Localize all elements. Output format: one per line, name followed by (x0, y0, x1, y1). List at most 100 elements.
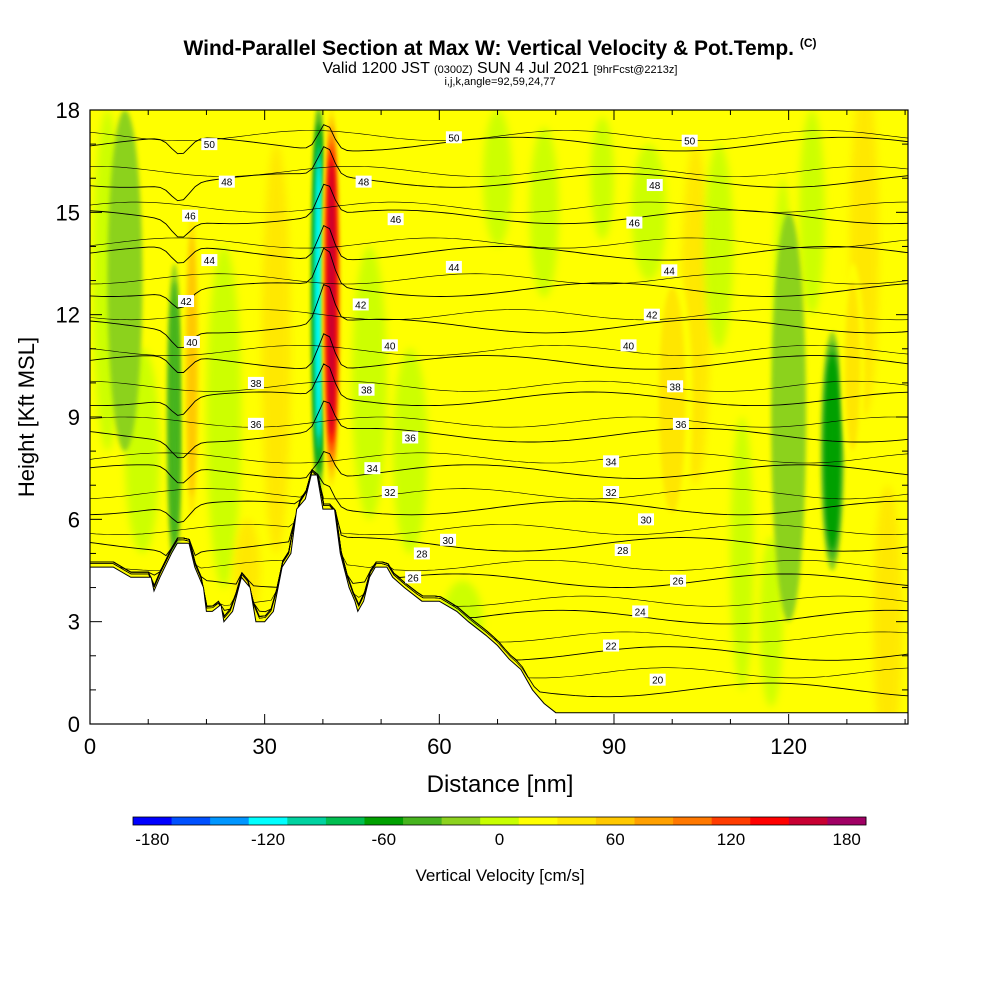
theta-contour-32 (90, 451, 908, 484)
theta-label-bg-20 (667, 380, 684, 393)
colorbar-swatch-7 (403, 817, 443, 825)
theta-label-bg-3 (218, 175, 235, 188)
theta-label-12: 42 (178, 295, 195, 308)
theta-label-bg-27 (603, 486, 620, 499)
colorbar-swatch-17 (788, 817, 828, 825)
theta-isoline-5 (90, 471, 908, 500)
theta-label-bg-14 (643, 308, 660, 321)
y-tick-label-5: 15 (56, 200, 80, 225)
theta-label-bg-0 (201, 138, 218, 151)
theta-contour-40 (90, 283, 908, 349)
colorbar-swatch-14 (673, 817, 713, 825)
theta-contour-26 (90, 469, 908, 589)
theta-isoline-7 (90, 416, 908, 428)
utc-time: (0300Z) (434, 64, 473, 76)
theta-label-text-1: 50 (448, 133, 460, 144)
theta-isoline-11 (90, 273, 908, 285)
theta-label-text-0: 50 (204, 140, 216, 151)
y-axis-label: Height [Kft MSL] (14, 337, 39, 497)
theta-label-bg-24 (364, 462, 381, 475)
theta-label-text-35: 22 (606, 642, 618, 653)
theta-label-bg-10 (445, 260, 462, 273)
colorbar-tick-label-2: -60 (371, 830, 396, 849)
colorbar-tick-label-6: 180 (833, 830, 861, 849)
theta-contour-50 (90, 124, 908, 155)
theta-label-bg-9 (201, 254, 218, 267)
theta-label-bg-4 (355, 175, 372, 188)
theta-label-bg-26 (381, 486, 398, 499)
theta-label-text-31: 28 (617, 546, 629, 557)
theta-isoline-2 (90, 471, 908, 607)
colorbar-swatch-3 (248, 817, 288, 825)
theta-contour-24 (90, 469, 908, 625)
theta-label-27: 32 (603, 486, 620, 499)
theta-label-bg-2 (681, 134, 698, 147)
mottle-patch-16 (873, 485, 903, 724)
theta-label-bg-21 (247, 417, 264, 430)
plot-area: 50 50 50 48 48 48 46 46 46 44 44 44 42 42 42 40 40 40 38 38… (90, 110, 908, 724)
theta-label-16: 40 (381, 339, 398, 352)
colorbar-swatch-0 (133, 817, 173, 825)
colorbar-swatch-10 (518, 817, 558, 825)
chart-title: Wind-Parallel Section at Max W: Vertical… (0, 36, 1000, 61)
theta-label-text-7: 46 (390, 215, 402, 226)
theta-label-8: 46 (626, 216, 643, 230)
velocity-cells (107, 110, 865, 622)
colorbar-frame (132, 816, 867, 826)
theta-label-text-21: 36 (250, 420, 262, 431)
theta-label-bg-33 (670, 574, 687, 587)
theta-isoline-8 (90, 380, 908, 392)
mottle-patch-9 (631, 144, 667, 281)
theta-label-18: 38 (247, 376, 264, 390)
colorbar: -180 -120 -60 0 60 120 180 (132, 816, 867, 849)
theta-isoline-13 (90, 201, 908, 213)
theta-label-text-6: 46 (185, 212, 197, 223)
x-tick-label-2: 60 (427, 734, 451, 759)
theta-label-text-5: 48 (649, 181, 661, 192)
theta-label-text-24: 34 (367, 464, 379, 475)
valid-time: Valid 1200 JST (322, 60, 430, 77)
theta-label-text-12: 42 (181, 297, 193, 308)
theta-label-bg-11 (661, 264, 678, 277)
theta-label-11: 44 (661, 264, 678, 277)
theta-label-text-27: 32 (606, 488, 618, 499)
theta-label-20: 38 (667, 380, 684, 393)
colorbar-swatch-4 (287, 817, 327, 825)
theta-label-28: 30 (440, 533, 457, 547)
theta-isoline-6 (90, 452, 908, 464)
terrain-mask (90, 474, 908, 724)
theta-label-0: 50 (201, 138, 218, 151)
theta-label-17: 40 (620, 339, 637, 352)
theta-contour-labels: 50 50 50 48 48 48 46 46 46 44 44 44 42 42 42 40 40 40 38 38… (178, 131, 698, 687)
theta-label-bg-19 (358, 383, 375, 396)
theta-label-7: 46 (387, 213, 404, 226)
theta-label-text-2: 50 (684, 137, 696, 148)
downdraft-1-band-2 (170, 299, 179, 535)
chart-title-main: Wind-Parallel Section at Max W: Vertical… (183, 37, 794, 60)
theta-label-25: 34 (603, 455, 620, 468)
theta-label-text-34: 24 (635, 607, 647, 618)
theta-label-text-13: 42 (355, 300, 367, 311)
colorbar-swatch-15 (711, 817, 751, 825)
theta-contour-36 (90, 363, 908, 416)
theta-label-31: 28 (614, 544, 631, 557)
y-tick-label-6: 18 (56, 98, 80, 123)
valid-date: SUN 4 Jul 2021 (477, 60, 590, 77)
colorbar-swatch-12 (595, 817, 636, 825)
forecast-info: [9hrFcst@2213z] (593, 64, 678, 76)
colorbar-tick-label-1: -120 (251, 830, 285, 849)
theta-isoline-12 (90, 237, 908, 249)
theta-label-text-18: 38 (250, 379, 262, 390)
theta-label-text-10: 44 (448, 263, 460, 274)
theta-label-bg-22 (402, 431, 419, 444)
theta-label-text-23: 36 (675, 420, 687, 431)
colorbar-label: Vertical Velocity [cm/s] (415, 866, 584, 885)
theta-label-33: 26 (670, 574, 687, 588)
theta-label-bg-28 (440, 533, 457, 546)
theta-contour-42 (90, 247, 908, 309)
mottle-patch-3 (261, 144, 291, 554)
theta-label-10: 44 (445, 260, 462, 274)
theta-label-bg-12 (178, 295, 195, 308)
colorbar-tick-label-5: 120 (717, 830, 745, 849)
